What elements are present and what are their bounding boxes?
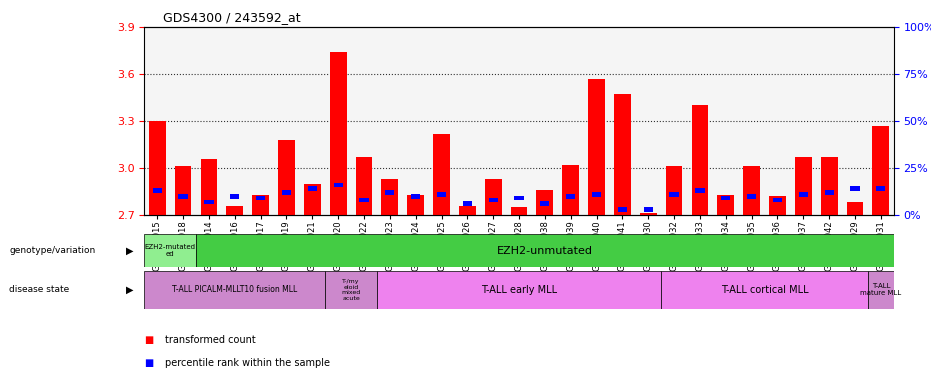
- Bar: [304, 184, 320, 215]
- Bar: [562, 165, 579, 215]
- Text: EZH2-unmutated: EZH2-unmutated: [497, 245, 593, 256]
- Bar: [485, 179, 502, 215]
- Bar: [722, 196, 731, 200]
- Bar: [515, 196, 523, 200]
- Text: disease state: disease state: [9, 285, 70, 295]
- Bar: [359, 198, 369, 202]
- Text: ▶: ▶: [126, 285, 133, 295]
- Bar: [356, 157, 372, 215]
- Bar: [175, 166, 192, 215]
- Bar: [144, 271, 325, 309]
- Bar: [536, 190, 553, 215]
- Bar: [278, 140, 295, 215]
- Bar: [459, 206, 476, 215]
- Text: T-ALL
mature MLL: T-ALL mature MLL: [860, 283, 901, 296]
- Bar: [666, 166, 682, 215]
- Bar: [407, 195, 424, 215]
- Bar: [876, 186, 885, 191]
- Bar: [850, 186, 859, 191]
- Bar: [510, 207, 528, 215]
- Text: ■: ■: [144, 335, 154, 345]
- Bar: [695, 188, 705, 193]
- Bar: [377, 271, 661, 309]
- Bar: [282, 190, 291, 195]
- Bar: [825, 190, 834, 195]
- Bar: [821, 157, 838, 215]
- Bar: [643, 207, 653, 212]
- Bar: [153, 188, 162, 193]
- Text: transformed count: transformed count: [165, 335, 255, 345]
- Bar: [872, 126, 889, 215]
- Text: T-ALL PICALM-MLLT10 fusion MLL: T-ALL PICALM-MLLT10 fusion MLL: [172, 285, 297, 295]
- Text: T-/my
eloid
mixed
acute: T-/my eloid mixed acute: [342, 279, 360, 301]
- Bar: [669, 192, 679, 197]
- Bar: [846, 202, 863, 215]
- Bar: [592, 192, 601, 197]
- Bar: [463, 201, 472, 206]
- Bar: [307, 186, 317, 191]
- Bar: [382, 179, 398, 215]
- Bar: [489, 198, 498, 202]
- Bar: [692, 105, 708, 215]
- Bar: [149, 121, 166, 215]
- Bar: [769, 196, 786, 215]
- Bar: [799, 192, 808, 197]
- Bar: [640, 214, 656, 215]
- Bar: [256, 196, 265, 200]
- Text: ■: ■: [144, 358, 154, 368]
- Bar: [868, 271, 894, 309]
- Bar: [333, 182, 343, 187]
- Bar: [661, 271, 868, 309]
- Bar: [747, 194, 756, 199]
- Bar: [743, 166, 760, 215]
- Bar: [566, 194, 575, 199]
- Bar: [433, 134, 450, 215]
- Bar: [200, 159, 217, 215]
- Bar: [412, 194, 420, 199]
- Text: T-ALL cortical MLL: T-ALL cortical MLL: [721, 285, 808, 295]
- Bar: [144, 234, 196, 267]
- Text: T-ALL early MLL: T-ALL early MLL: [481, 285, 557, 295]
- Bar: [614, 94, 631, 215]
- Text: GDS4300 / 243592_at: GDS4300 / 243592_at: [163, 12, 301, 25]
- Bar: [252, 195, 269, 215]
- Bar: [385, 190, 395, 195]
- Bar: [540, 201, 549, 206]
- Bar: [179, 194, 188, 199]
- Bar: [226, 206, 243, 215]
- Bar: [588, 79, 605, 215]
- Bar: [773, 198, 782, 202]
- Bar: [230, 194, 239, 199]
- Bar: [325, 271, 377, 309]
- Bar: [795, 157, 812, 215]
- Bar: [618, 207, 627, 212]
- Text: genotype/variation: genotype/variation: [9, 246, 96, 255]
- Bar: [204, 200, 213, 204]
- Bar: [437, 192, 446, 197]
- Text: EZH2-mutated
ed: EZH2-mutated ed: [144, 244, 196, 257]
- Text: percentile rank within the sample: percentile rank within the sample: [165, 358, 330, 368]
- Text: ▶: ▶: [126, 245, 133, 256]
- Bar: [330, 52, 346, 215]
- Bar: [718, 195, 735, 215]
